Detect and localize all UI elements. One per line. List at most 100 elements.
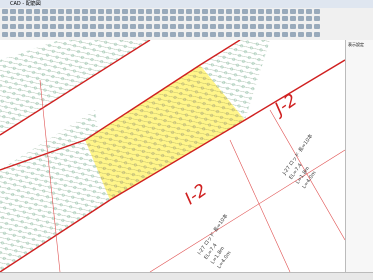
tool-button[interactable] [146, 32, 152, 37]
tool-button[interactable] [194, 24, 200, 29]
tool-button[interactable] [50, 9, 56, 14]
tool-button[interactable] [58, 9, 64, 14]
tool-button[interactable] [98, 9, 104, 14]
tool-button[interactable] [178, 16, 184, 21]
tool-button[interactable] [242, 16, 248, 21]
tool-button[interactable] [202, 16, 208, 21]
tool-button[interactable] [18, 32, 24, 37]
tool-button[interactable] [282, 32, 288, 37]
tool-button[interactable] [274, 16, 280, 21]
tool-button[interactable] [106, 32, 112, 37]
tool-button[interactable] [234, 16, 240, 21]
tool-button[interactable] [122, 16, 128, 21]
tool-button[interactable] [138, 24, 144, 29]
tool-button[interactable] [26, 24, 32, 29]
tool-button[interactable] [170, 24, 176, 29]
tool-button[interactable] [154, 16, 160, 21]
tool-button[interactable] [314, 32, 320, 37]
tool-button[interactable] [114, 9, 120, 14]
tool-button[interactable] [42, 32, 48, 37]
tool-button[interactable] [42, 24, 48, 29]
tool-button[interactable] [258, 32, 264, 37]
tool-button[interactable] [298, 32, 304, 37]
tool-button[interactable] [50, 32, 56, 37]
tool-button[interactable] [202, 32, 208, 37]
tool-button[interactable] [306, 24, 312, 29]
tool-button[interactable] [178, 24, 184, 29]
tool-button[interactable] [162, 24, 168, 29]
tool-button[interactable] [194, 16, 200, 21]
tool-button[interactable] [258, 16, 264, 21]
tool-button[interactable] [90, 32, 96, 37]
tool-button[interactable] [82, 16, 88, 21]
tool-button[interactable] [218, 32, 224, 37]
tool-button[interactable] [226, 9, 232, 14]
tool-button[interactable] [66, 24, 72, 29]
tool-button[interactable] [122, 24, 128, 29]
tool-button[interactable] [66, 32, 72, 37]
tool-button[interactable] [266, 32, 272, 37]
tool-button[interactable] [146, 16, 152, 21]
tool-button[interactable] [290, 9, 296, 14]
tool-button[interactable] [114, 24, 120, 29]
tool-button[interactable] [202, 9, 208, 14]
tool-button[interactable] [18, 16, 24, 21]
tool-button[interactable] [306, 9, 312, 14]
tool-button[interactable] [130, 9, 136, 14]
tool-button[interactable] [26, 9, 32, 14]
tool-button[interactable] [226, 32, 232, 37]
tool-button[interactable] [290, 24, 296, 29]
tool-button[interactable] [50, 24, 56, 29]
tool-button[interactable] [34, 32, 40, 37]
tool-button[interactable] [162, 9, 168, 14]
tool-button[interactable] [74, 16, 80, 21]
tool-button[interactable] [234, 24, 240, 29]
tool-button[interactable] [266, 9, 272, 14]
tool-button[interactable] [250, 9, 256, 14]
tool-button[interactable] [130, 24, 136, 29]
tool-button[interactable] [266, 16, 272, 21]
tool-button[interactable] [226, 24, 232, 29]
tool-button[interactable] [282, 16, 288, 21]
tool-button[interactable] [106, 16, 112, 21]
tool-button[interactable] [186, 24, 192, 29]
tool-button[interactable] [66, 16, 72, 21]
tool-button[interactable] [242, 24, 248, 29]
tool-button[interactable] [138, 32, 144, 37]
tool-button[interactable] [274, 32, 280, 37]
tool-button[interactable] [170, 16, 176, 21]
tool-button[interactable] [242, 9, 248, 14]
tool-button[interactable] [154, 24, 160, 29]
tool-button[interactable] [10, 9, 16, 14]
tool-button[interactable] [2, 9, 8, 14]
tool-button[interactable] [306, 16, 312, 21]
tool-button[interactable] [298, 24, 304, 29]
tool-button[interactable] [122, 9, 128, 14]
tool-button[interactable] [50, 16, 56, 21]
tool-button[interactable] [58, 24, 64, 29]
tool-button[interactable] [186, 32, 192, 37]
tool-button[interactable] [234, 9, 240, 14]
tool-button[interactable] [2, 32, 8, 37]
tool-button[interactable] [114, 16, 120, 21]
tool-button[interactable] [74, 32, 80, 37]
tool-button[interactable] [98, 16, 104, 21]
tool-button[interactable] [162, 32, 168, 37]
tool-button[interactable] [306, 32, 312, 37]
tool-button[interactable] [26, 32, 32, 37]
side-panel[interactable]: 表示設定 [345, 40, 373, 272]
tool-button[interactable] [26, 16, 32, 21]
tool-button[interactable] [10, 16, 16, 21]
tool-button[interactable] [122, 32, 128, 37]
tool-button[interactable] [314, 24, 320, 29]
tool-button[interactable] [170, 9, 176, 14]
tool-button[interactable] [258, 9, 264, 14]
tool-button[interactable] [18, 24, 24, 29]
tool-button[interactable] [106, 24, 112, 29]
tool-button[interactable] [74, 24, 80, 29]
tool-button[interactable] [90, 24, 96, 29]
tool-button[interactable] [90, 9, 96, 14]
tool-button[interactable] [194, 9, 200, 14]
tool-button[interactable] [106, 9, 112, 14]
tool-button[interactable] [42, 9, 48, 14]
